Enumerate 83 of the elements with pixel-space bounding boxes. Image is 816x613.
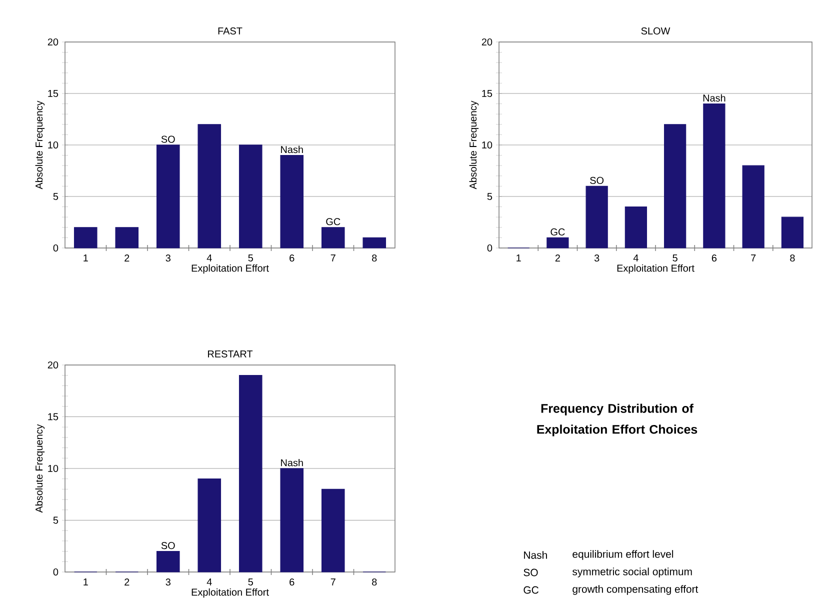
bar	[664, 124, 686, 248]
y-tick-label: 5	[53, 193, 58, 200]
y-tick-label: 0	[53, 568, 58, 576]
x-tick-label: 3	[594, 254, 600, 262]
bar	[115, 227, 139, 248]
bar	[198, 478, 222, 572]
bar	[362, 237, 386, 248]
bar	[321, 227, 345, 248]
y-tick-label: 15	[482, 90, 492, 97]
y-tick-label: 20	[482, 38, 492, 46]
x-tick-label: 6	[290, 254, 294, 262]
annotation: SO	[161, 542, 175, 550]
y-tick-label: 10	[48, 141, 58, 149]
text: SO	[524, 568, 538, 576]
annotation: GC	[326, 218, 340, 226]
bar	[238, 144, 262, 248]
bar	[198, 124, 222, 248]
text: Frequency Distribution of Exploitation Effort Choices	[537, 404, 698, 436]
y-axis-title: Absolute Frequency	[35, 424, 45, 513]
annotation: SO	[590, 176, 604, 184]
y-tick-label: 10	[48, 464, 58, 472]
bar	[280, 154, 304, 248]
x-tick-label: 3	[166, 578, 170, 586]
text: Nash	[524, 551, 547, 559]
annotation: GC	[550, 228, 565, 236]
bar	[586, 186, 608, 248]
x-tick-label: 1	[516, 254, 521, 262]
bar	[156, 144, 180, 248]
x-tick-label: 2	[124, 254, 130, 262]
chart-title: SLOW	[641, 27, 670, 34]
bar	[74, 227, 98, 248]
bar	[546, 237, 569, 248]
x-tick-label: 8	[372, 578, 377, 586]
y-axis-title: Absolute Frequency	[35, 100, 45, 190]
x-tick-label: 6	[290, 578, 294, 586]
annotation: Nash	[281, 146, 303, 154]
chart-title: FAST	[218, 27, 242, 34]
x-axis-title: Exploitation Effort	[617, 264, 694, 274]
text: symmetric social optimum	[572, 568, 692, 578]
text: GC	[524, 586, 538, 594]
x-tick-label: 2	[124, 578, 130, 586]
x-tick-label: 4	[206, 578, 212, 586]
x-tick-label: 6	[712, 254, 717, 262]
y-tick-label: 5	[487, 193, 492, 200]
bar	[703, 103, 726, 248]
x-tick-label: 2	[555, 254, 560, 262]
x-tick-label: 8	[790, 254, 795, 262]
y-tick-label: 5	[53, 516, 58, 524]
bar	[156, 550, 180, 572]
annotation: Nash	[703, 94, 726, 102]
text: growth compensating effort	[572, 585, 698, 595]
bar	[321, 488, 345, 572]
bar	[238, 375, 262, 572]
bar	[742, 165, 764, 248]
x-tick-label: 3	[166, 254, 170, 262]
x-tick-label: 4	[206, 254, 212, 262]
annotation: Nash	[281, 458, 303, 466]
x-axis-title: Exploitation Effort	[192, 264, 269, 274]
x-tick-label: 1	[84, 254, 88, 262]
x-axis-title: Exploitation Effort	[192, 588, 269, 598]
x-tick-label: 5	[248, 254, 253, 262]
chart-title: RESTART	[208, 350, 253, 358]
y-tick-label: 20	[48, 361, 58, 369]
y-tick-label: 15	[48, 90, 58, 97]
x-tick-label: 4	[633, 254, 638, 262]
y-tick-label: 20	[48, 38, 58, 46]
text: equilibrium effort level	[572, 550, 674, 560]
y-tick-label: 0	[487, 244, 492, 252]
y-tick-label: 15	[48, 413, 58, 420]
bar	[781, 216, 804, 248]
x-tick-label: 7	[330, 254, 336, 262]
x-tick-label: 8	[372, 254, 377, 262]
x-tick-label: 1	[84, 578, 88, 586]
y-tick-label: 10	[482, 141, 492, 149]
x-tick-label: 7	[330, 578, 336, 586]
bar	[624, 206, 648, 248]
x-tick-label: 7	[751, 254, 756, 262]
y-tick-label: 0	[53, 244, 58, 252]
y-axis-title: Absolute Frequency	[469, 100, 479, 190]
bar	[280, 468, 304, 572]
annotation: SO	[161, 136, 175, 143]
x-tick-label: 5	[248, 578, 253, 586]
x-tick-label: 5	[672, 254, 678, 262]
